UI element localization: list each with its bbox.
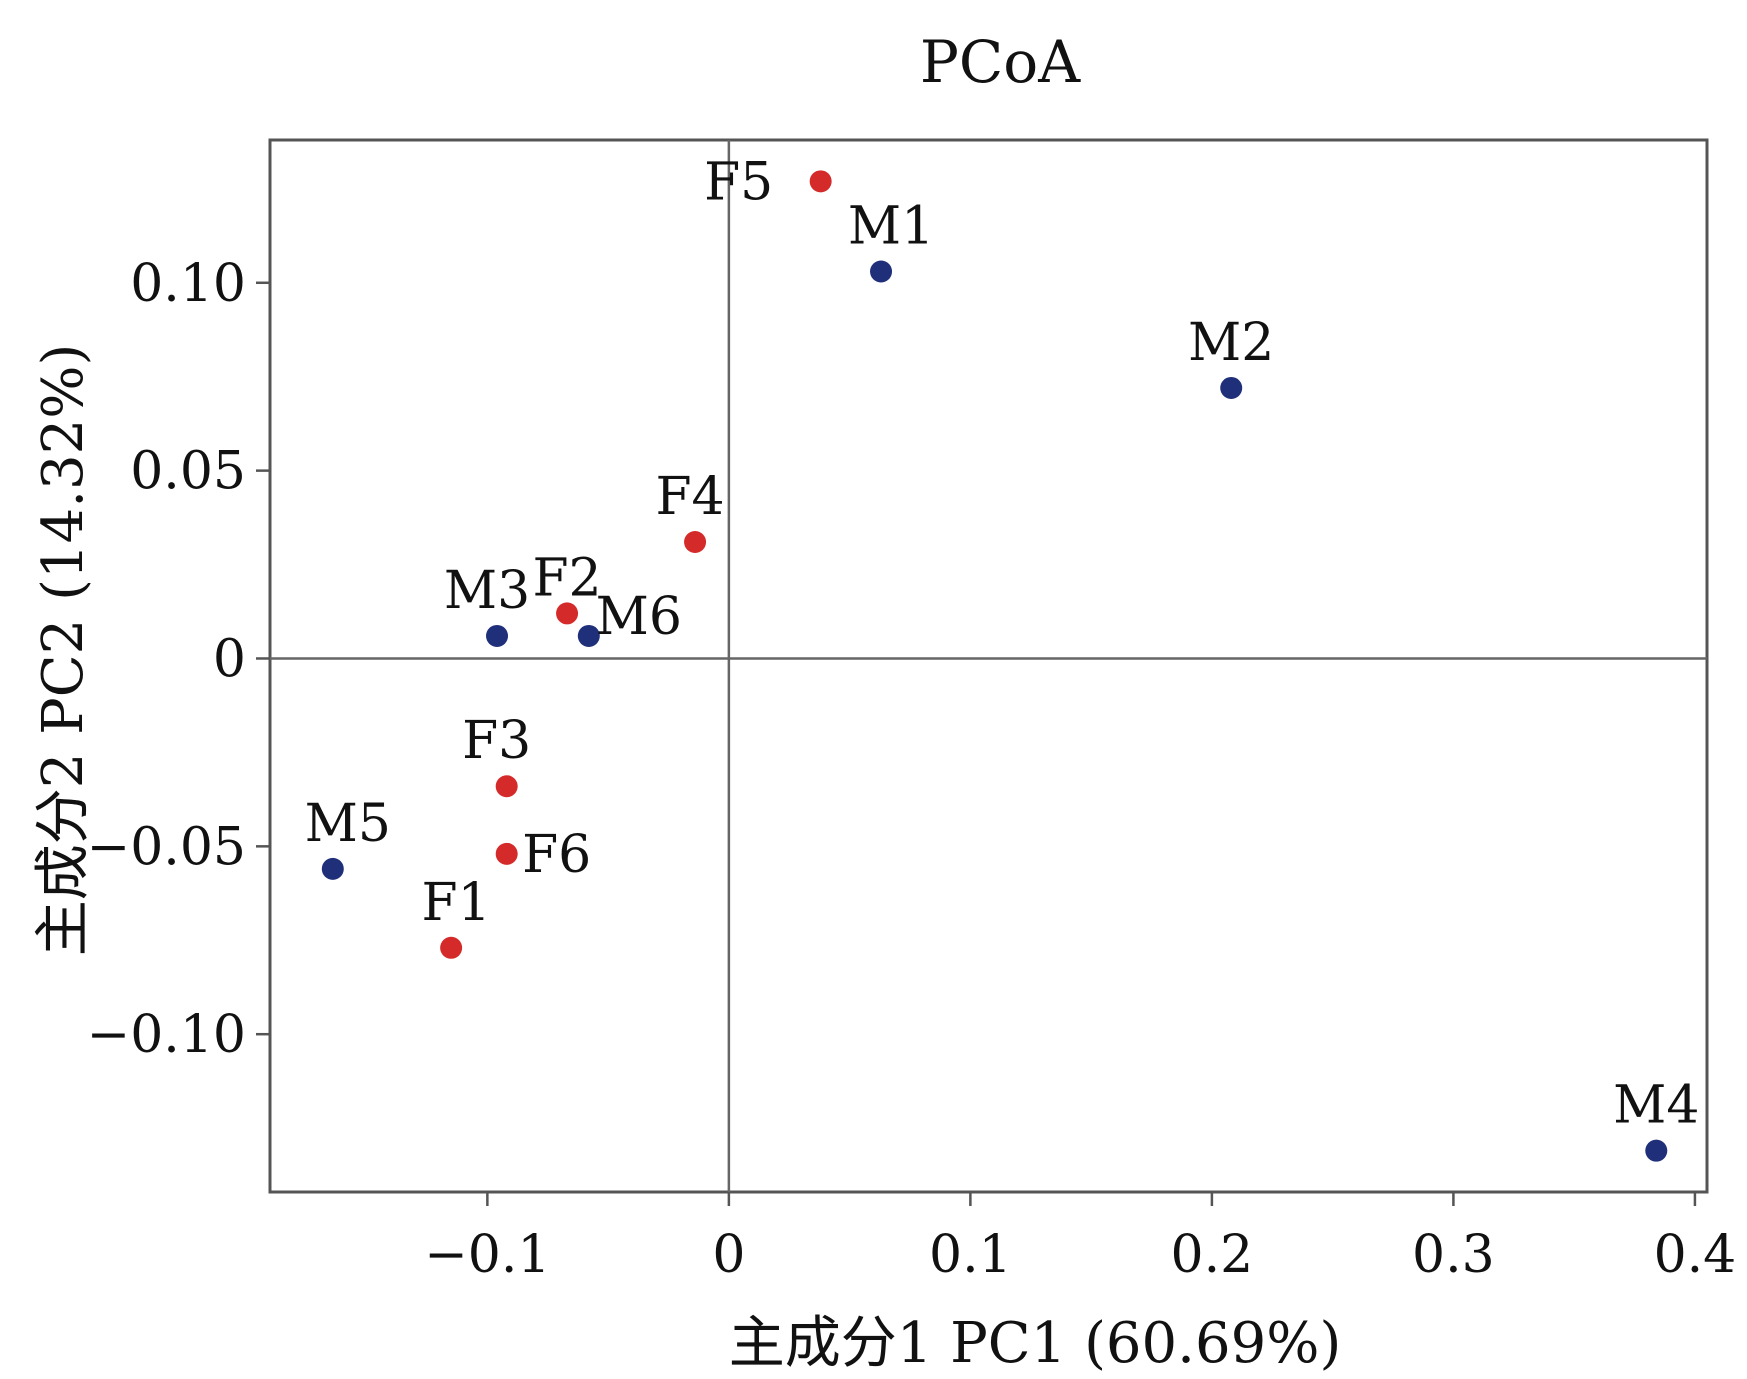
data-point-f4 [684, 531, 707, 554]
y-axis-label: 主成分2 PC2 (14.32%) [31, 344, 96, 957]
y-axis: 0.10 0.05 0 −0.05 −0.10 [87, 254, 270, 1065]
plot-frame [268, 138, 1709, 1194]
x-tick-label: −0.1 [424, 1225, 550, 1285]
chart-title: PCoA [920, 28, 1081, 96]
data-point-m4 [1645, 1139, 1668, 1162]
point-label-m2: M2 [1188, 313, 1274, 373]
data-point-m3 [486, 624, 509, 647]
point-label-m5: M5 [305, 794, 391, 854]
point-label-m3: M3 [444, 561, 530, 621]
data-point-m5 [321, 857, 344, 880]
data-point-f3 [495, 775, 518, 798]
point-label-f2: F2 [532, 548, 601, 608]
point-label-m4: M4 [1613, 1076, 1699, 1136]
y-tick-label: 0 [213, 629, 246, 689]
data-point-f6 [495, 842, 518, 865]
y-tick-label: −0.05 [87, 817, 246, 877]
x-axis-label: 主成分1 PC1 (60.69%) [729, 1311, 1342, 1376]
zero-lines [270, 140, 1707, 1192]
point-label-f3: F3 [462, 711, 531, 771]
data-point-m2 [1220, 376, 1243, 399]
point-label-m1: M1 [848, 197, 934, 257]
point-label-f6: F6 [522, 825, 591, 885]
data-point-f5 [809, 170, 832, 193]
point-label-f5: F5 [704, 152, 773, 212]
data-point-f1 [440, 936, 463, 959]
point-label-f1: F1 [422, 873, 491, 933]
y-tick-label: −0.10 [87, 1005, 246, 1065]
y-tick-label: 0.05 [130, 442, 246, 502]
x-tick-label: 0.4 [1654, 1225, 1737, 1285]
x-axis: −0.1 0 0.1 0.2 0.3 0.4 [424, 1192, 1736, 1285]
y-tick-label: 0.10 [130, 254, 246, 314]
x-tick-label: 0.1 [929, 1225, 1012, 1285]
data-point-m1 [870, 260, 893, 283]
point-label-m6: M6 [596, 587, 682, 647]
point-label-f4: F4 [655, 467, 724, 527]
x-tick-label: 0.2 [1171, 1225, 1254, 1285]
x-tick-label: 0.3 [1412, 1225, 1495, 1285]
data-point-f2 [556, 602, 579, 625]
x-tick-label: 0 [712, 1225, 745, 1285]
data-point-m6 [577, 624, 600, 647]
